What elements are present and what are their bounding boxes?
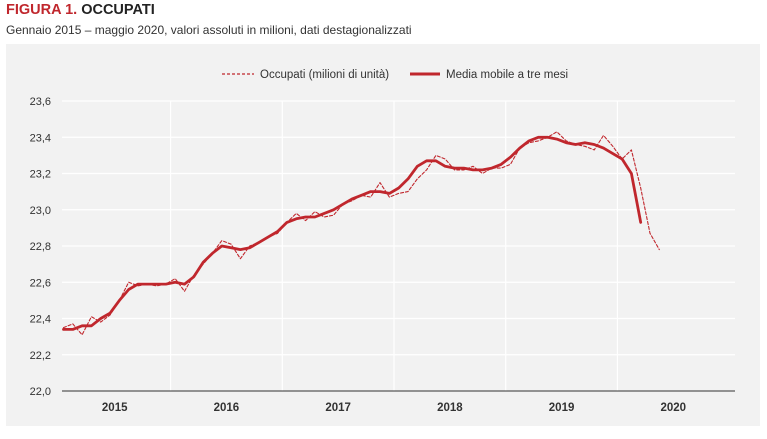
x-tick-label: 2020 bbox=[661, 402, 687, 414]
chart-grid bbox=[62, 100, 735, 391]
figure-subtitle: Gennaio 2015 – maggio 2020, valori assol… bbox=[6, 23, 412, 37]
y-tick-label: 22,4 bbox=[30, 314, 51, 326]
figure-number: FIGURA 1. bbox=[6, 2, 78, 18]
y-tick-label: 23,2 bbox=[30, 169, 51, 181]
legend-label-media-mobile: Media mobile a tre mesi bbox=[446, 69, 568, 81]
chart-panel bbox=[6, 44, 760, 426]
y-tick-label: 23,0 bbox=[30, 205, 51, 217]
legend-label-occupati: Occupati (milioni di unità) bbox=[260, 69, 389, 81]
figure-name: OCCUPATI bbox=[81, 2, 155, 18]
y-tick-label: 22,6 bbox=[30, 277, 51, 289]
chart-series bbox=[62, 131, 660, 336]
y-tick-label: 22,8 bbox=[30, 241, 51, 253]
x-tick-label: 2016 bbox=[214, 402, 240, 414]
series-line-occupati bbox=[62, 131, 660, 336]
series-line-media-mobile bbox=[62, 135, 643, 331]
y-axis: 22,0 22,2 22,4 22,6 22,8 23,0 23,2 23,4 23,6 bbox=[30, 96, 51, 398]
x-tick-label: 2019 bbox=[549, 402, 575, 414]
figure-title: FIGURA 1. OCCUPATI bbox=[6, 2, 155, 18]
x-tick-label: 2017 bbox=[325, 402, 351, 414]
x-axis: 2015 2016 2017 2018 2019 2020 bbox=[62, 390, 735, 414]
y-tick-label: 22,0 bbox=[30, 386, 51, 398]
x-tick-label: 2015 bbox=[102, 402, 128, 414]
x-tick-label: 2018 bbox=[437, 402, 463, 414]
y-tick-label: 23,4 bbox=[30, 132, 51, 144]
y-tick-label: 23,6 bbox=[30, 96, 51, 108]
y-tick-label: 22,2 bbox=[30, 350, 51, 362]
chart-legend: Occupati (milioni di unità) Media mobile… bbox=[222, 69, 568, 81]
